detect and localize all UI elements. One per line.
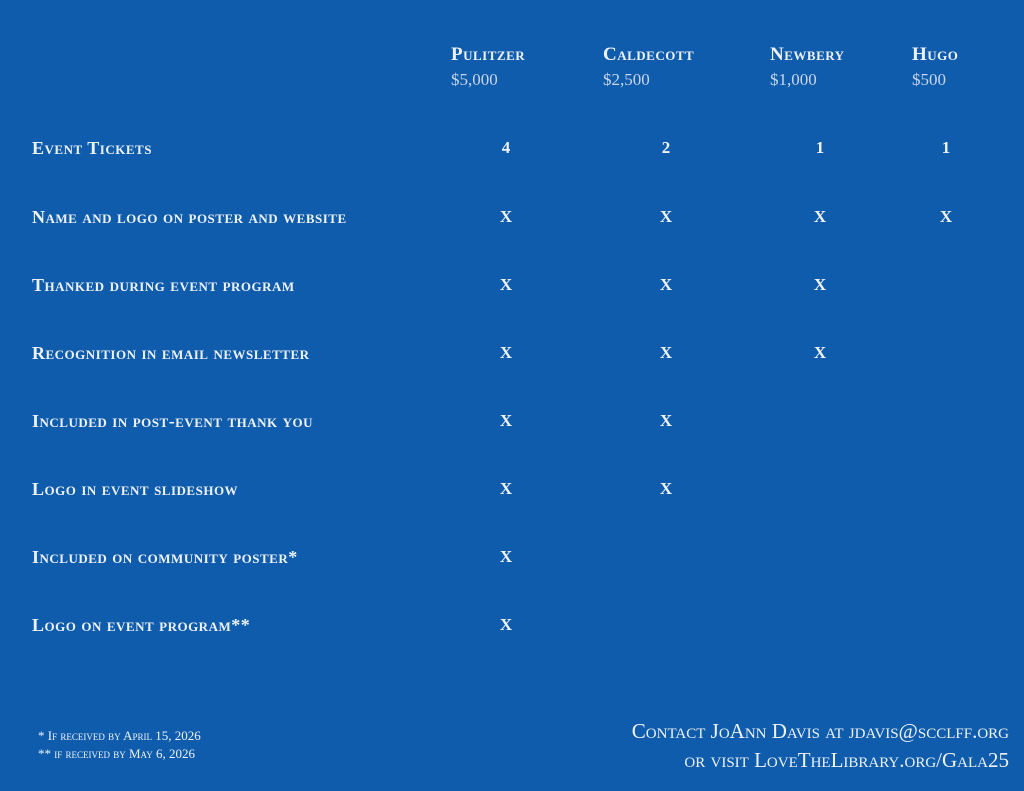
benefit-row: Recognition in email newsletter X X X — [0, 343, 1024, 367]
benefit-cell: X — [659, 411, 673, 430]
benefit-cell: X — [813, 207, 827, 226]
tier-name: Pulitzer — [451, 44, 526, 65]
benefit-label: Included in post-event thank you — [32, 411, 314, 431]
tier-price: $2,500 — [603, 70, 650, 89]
benefit-label: Logo on event program** — [32, 615, 251, 635]
tier-name: Hugo — [912, 44, 959, 65]
benefit-cell: X — [659, 275, 673, 294]
benefit-row: Logo on event program** X — [0, 615, 1024, 639]
contact-line-2: or visit LoveTheLibrary.org/Gala25 — [684, 748, 1009, 772]
benefit-cell: X — [499, 343, 513, 362]
benefit-label: Event Tickets — [32, 138, 152, 158]
benefit-row: Name and logo on poster and website X X X X — [0, 207, 1024, 231]
benefit-cell: X — [659, 479, 673, 498]
benefit-cell: X — [499, 547, 513, 566]
benefit-row: Included in post-event thank you X X — [0, 411, 1024, 435]
benefit-cell: X — [813, 343, 827, 362]
benefit-cell: 2 — [661, 138, 671, 157]
benefit-label: Recognition in email newsletter — [32, 343, 310, 363]
tier-newbery: Newbery $1,000 — [770, 44, 845, 90]
benefit-cell: 4 — [501, 138, 511, 157]
benefit-cell: X — [939, 207, 953, 226]
footnote-2: ** if received by May 6, 2026 — [38, 746, 195, 761]
benefit-cell: X — [659, 343, 673, 362]
tier-pulitzer: Pulitzer $5,000 — [451, 44, 525, 90]
benefit-row: Logo in event slideshow X X — [0, 479, 1024, 503]
benefit-cell: X — [499, 479, 513, 498]
footnote-1: * If received by April 15, 2026 — [38, 728, 201, 743]
benefit-cell: X — [499, 207, 513, 226]
tier-name: Newbery — [770, 44, 845, 65]
benefit-cell: X — [813, 275, 827, 294]
benefit-label: Name and logo on poster and website — [32, 207, 347, 227]
benefit-cell: 1 — [941, 138, 951, 157]
tier-hugo: Hugo $500 — [912, 44, 958, 90]
benefit-label: Thanked during event program — [32, 275, 295, 295]
benefit-cell: X — [499, 615, 513, 634]
tier-price: $5,000 — [451, 70, 498, 89]
tier-price: $500 — [912, 70, 946, 89]
contact-line-1: Contact JoAnn Davis at jdavis@scclff.org — [631, 719, 1009, 743]
benefit-cell: X — [499, 275, 513, 294]
tier-caldecott: Caldecott $2,500 — [603, 44, 694, 90]
benefit-row: Included on community poster* X — [0, 547, 1024, 571]
benefit-row: Thanked during event program X X X — [0, 275, 1024, 299]
benefit-cell: X — [499, 411, 513, 430]
benefit-row: Event Tickets 4 2 1 1 — [0, 138, 1024, 162]
tier-price: $1,000 — [770, 70, 817, 89]
benefit-label: Included on community poster* — [32, 547, 298, 567]
tier-name: Caldecott — [603, 44, 695, 65]
benefit-cell: X — [659, 207, 673, 226]
benefit-cell: 1 — [815, 138, 825, 157]
benefit-label: Logo in event slideshow — [32, 479, 239, 499]
